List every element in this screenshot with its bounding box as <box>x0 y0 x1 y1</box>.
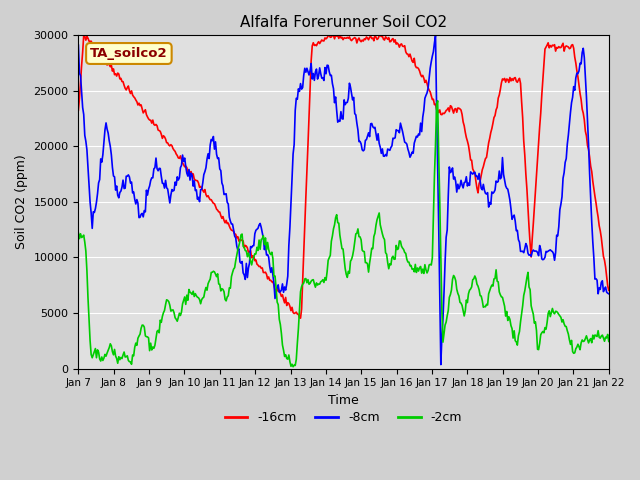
Line: -2cm: -2cm <box>79 101 609 367</box>
-8cm <box>511 218 519 224</box>
-2cm <box>289 364 297 370</box>
-2cm <box>75 230 83 236</box>
-16cm <box>364 35 371 41</box>
-8cm <box>390 135 398 141</box>
-16cm <box>332 33 339 38</box>
-8cm <box>75 42 83 48</box>
-2cm <box>511 338 519 344</box>
Line: -8cm: -8cm <box>79 36 609 365</box>
-8cm <box>431 33 439 38</box>
-16cm <box>511 75 519 81</box>
-2cm <box>331 222 339 228</box>
-8cm <box>362 137 369 143</box>
-2cm <box>595 328 602 334</box>
Line: -16cm: -16cm <box>79 36 609 318</box>
-16cm <box>392 41 400 47</box>
-16cm <box>595 214 602 220</box>
-2cm <box>363 260 371 265</box>
-8cm <box>605 291 612 297</box>
Title: Alfalfa Forerunner Soil CO2: Alfalfa Forerunner Soil CO2 <box>240 15 447 30</box>
-16cm <box>297 315 305 321</box>
-8cm <box>330 86 337 92</box>
-16cm <box>605 288 612 293</box>
Text: TA_soilco2: TA_soilco2 <box>90 47 168 60</box>
-16cm <box>328 34 335 40</box>
-2cm <box>328 239 335 244</box>
-16cm <box>328 33 336 38</box>
X-axis label: Time: Time <box>328 394 359 407</box>
-8cm <box>326 72 334 78</box>
Legend: -16cm, -8cm, -2cm: -16cm, -8cm, -2cm <box>220 406 467 429</box>
-8cm <box>437 362 445 368</box>
-2cm <box>391 256 399 262</box>
-16cm <box>75 108 83 113</box>
-2cm <box>605 338 612 344</box>
Y-axis label: Soil CO2 (ppm): Soil CO2 (ppm) <box>15 155 28 249</box>
-8cm <box>595 291 602 297</box>
-2cm <box>434 98 442 104</box>
